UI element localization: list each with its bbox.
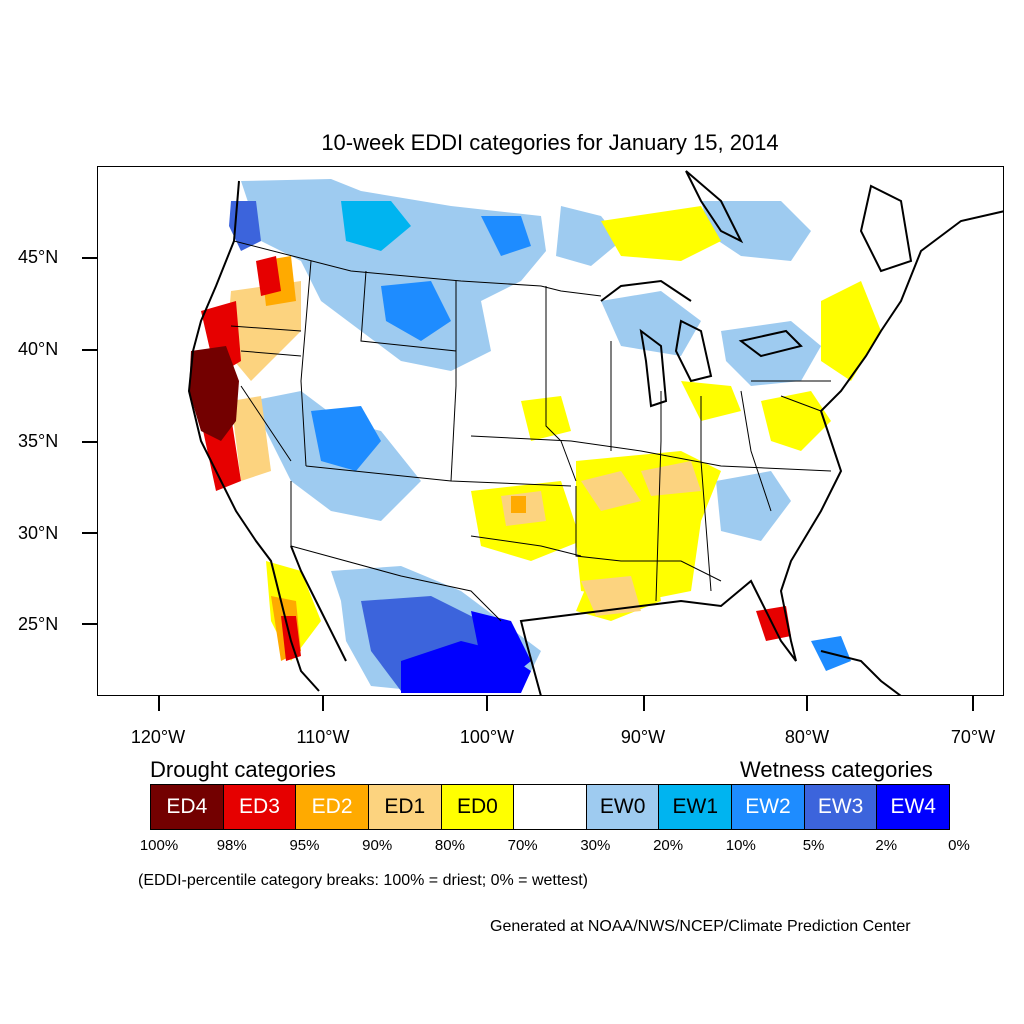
- percentile-label: 30%: [580, 837, 611, 854]
- percentile-label: 80%: [434, 837, 465, 854]
- wetness-heading: Wetness categories: [740, 757, 933, 782]
- lat-tick: [82, 257, 97, 259]
- percentile-label: 70%: [507, 837, 538, 854]
- map-title: 10-week EDDI categories for January 15, …: [321, 130, 779, 155]
- percentile-label: 2%: [875, 837, 898, 854]
- legend-cell-ew4: EW4: [877, 785, 950, 829]
- lon-tick: [806, 696, 808, 711]
- percentile-label: 20%: [653, 837, 684, 854]
- lat-label-40: 40°N: [18, 339, 59, 359]
- drought-heading: Drought categories: [150, 757, 336, 782]
- legend-cell-ed4: ED4: [151, 785, 224, 829]
- eddi-map: [97, 166, 1004, 696]
- lon-label-110: 110°W: [296, 727, 350, 747]
- lat-label-35: 35°N: [18, 431, 59, 451]
- percentile-label: 0%: [948, 837, 970, 854]
- legend-cell-ed1: ED1: [368, 785, 442, 829]
- legend-cell-neutral: [514, 785, 587, 829]
- lon-label-80: 80°W: [784, 727, 830, 747]
- legend-cell-ed3: ED3: [223, 785, 297, 829]
- percentile-label: 10%: [725, 837, 756, 854]
- lat-label-25: 25°N: [18, 614, 59, 634]
- category-legend: ED4 ED3 ED2 ED1 ED0 EW0 EW1 EW2 EW3 EW4: [150, 784, 950, 830]
- percentile-label: 5%: [802, 837, 825, 854]
- lon-tick: [322, 696, 324, 711]
- legend-cell-ew1: EW1: [659, 785, 733, 829]
- legend-cell-ew0: EW0: [586, 785, 660, 829]
- percentile-label: 100%: [139, 837, 179, 854]
- lon-label-70: 70°W: [950, 727, 996, 747]
- drought-ed1-regions: [226, 281, 701, 616]
- state-borders: [230, 240, 832, 622]
- lat-label-45: 45°N: [18, 247, 59, 267]
- lon-label-120: 120°W: [130, 727, 186, 747]
- lon-tick: [158, 696, 160, 711]
- wetness-ew4-regions: [401, 611, 531, 693]
- percentile-label: 95%: [289, 837, 320, 854]
- legend-cell-ed2: ED2: [296, 785, 369, 829]
- lon-tick: [486, 696, 488, 711]
- lat-tick: [82, 623, 97, 625]
- coastline-outlines: [187, 170, 1003, 695]
- legend-cell-ew2: EW2: [732, 785, 805, 829]
- lon-tick: [972, 696, 974, 711]
- legend-note: (EDDI-percentile category breaks: 100% =…: [138, 872, 588, 889]
- lat-label-30: 30°N: [18, 523, 59, 543]
- credit-line: Generated at NOAA/NWS/NCEP/Climate Predi…: [490, 918, 911, 935]
- drought-ed4-region: [189, 346, 239, 441]
- lon-label-100: 100°W: [459, 727, 515, 747]
- map-canvas: [187, 170, 1003, 695]
- lon-tick: [643, 696, 645, 711]
- lat-tick: [82, 532, 97, 534]
- percentile-label: 90%: [362, 837, 393, 854]
- legend-cell-ed0: ED0: [441, 785, 515, 829]
- legend-cell-ew3: EW3: [804, 785, 878, 829]
- lat-tick: [82, 349, 97, 351]
- lat-tick: [82, 441, 97, 443]
- drought-ed2-ed3-regions: [201, 256, 791, 661]
- percentile-label: 98%: [216, 837, 247, 854]
- lon-label-90: 90°W: [620, 727, 666, 747]
